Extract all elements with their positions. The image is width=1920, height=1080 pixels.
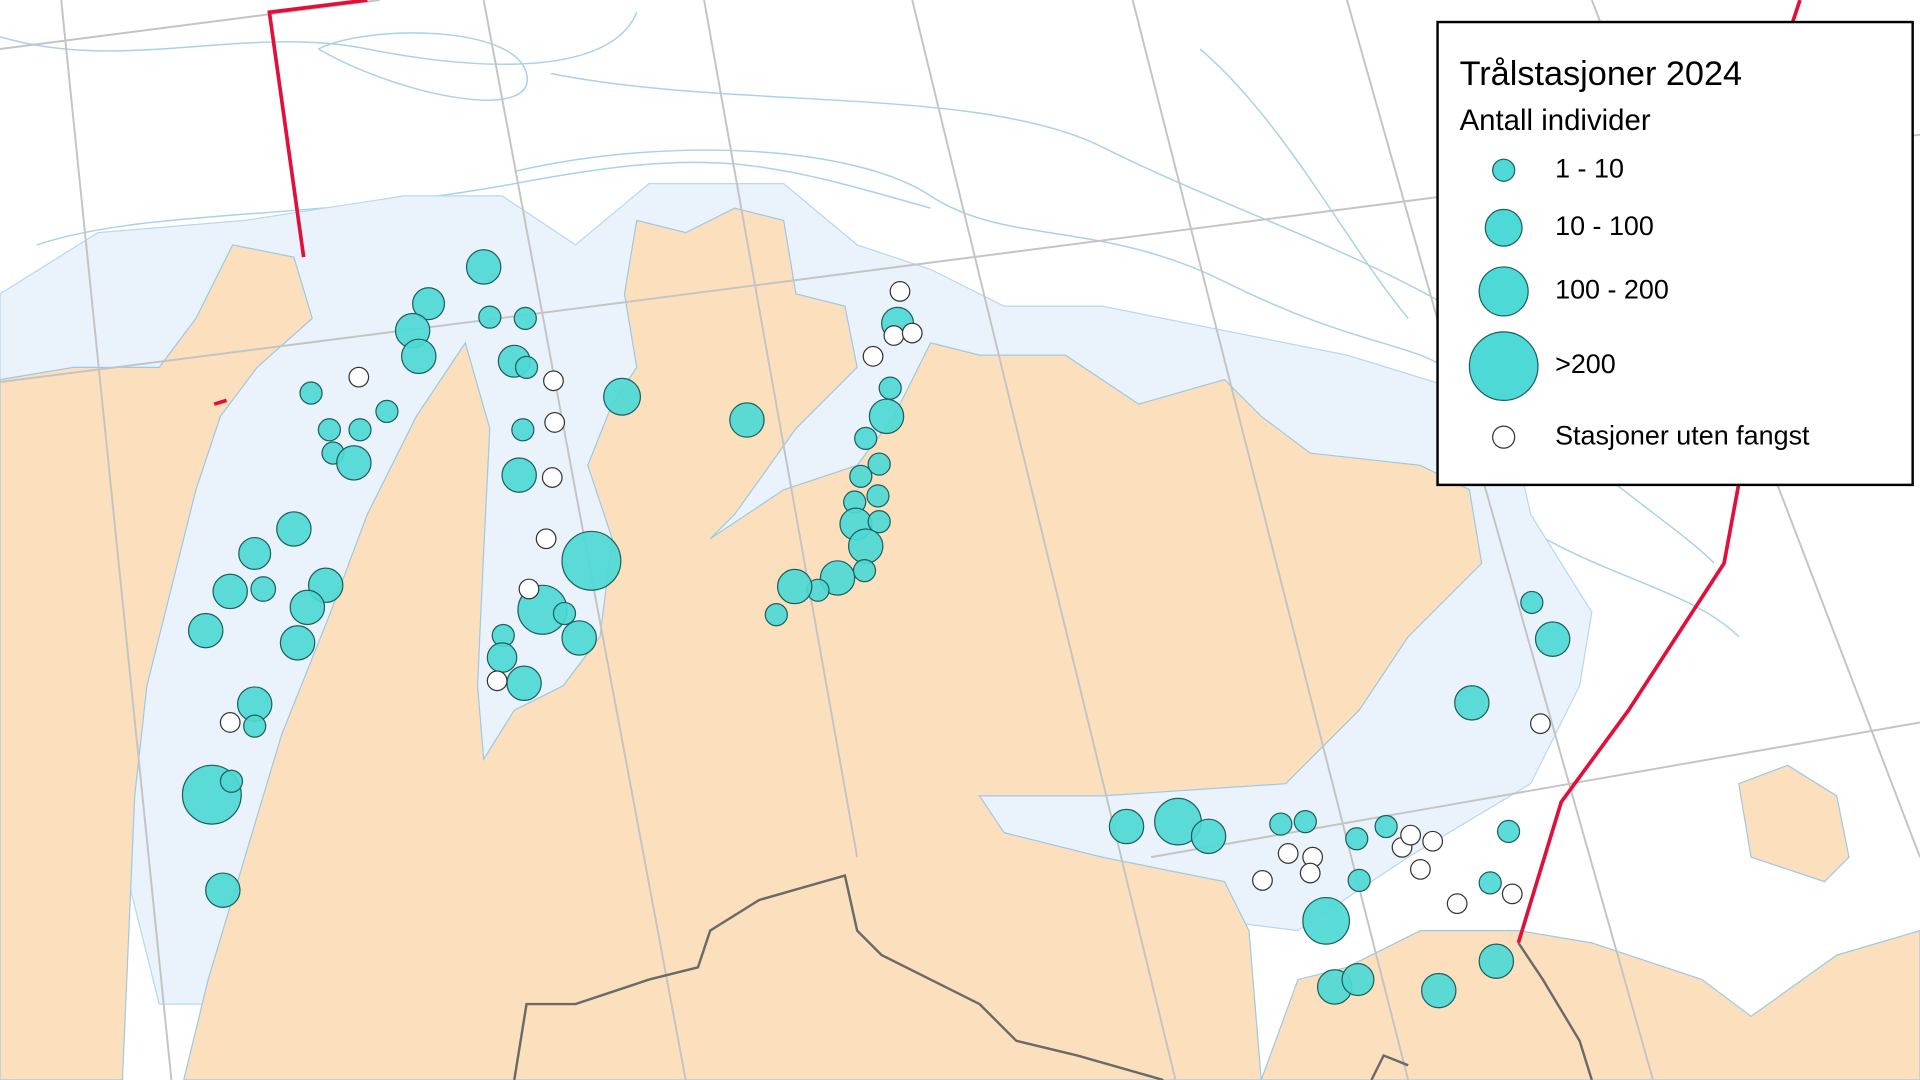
legend-symbol bbox=[1478, 266, 1529, 317]
station bbox=[501, 457, 537, 493]
station bbox=[1496, 819, 1521, 844]
land bbox=[0, 244, 313, 1080]
station bbox=[1400, 824, 1422, 846]
station bbox=[1422, 830, 1444, 852]
station bbox=[212, 573, 248, 610]
station bbox=[187, 612, 224, 649]
station bbox=[1520, 590, 1544, 615]
station bbox=[1190, 818, 1227, 855]
station bbox=[465, 249, 502, 285]
land bbox=[1738, 764, 1850, 883]
station bbox=[511, 418, 535, 442]
station bbox=[243, 714, 267, 738]
station bbox=[729, 402, 765, 438]
legend-label: 100 - 200 bbox=[1555, 275, 1669, 305]
station bbox=[543, 370, 564, 392]
legend-symbol bbox=[1484, 208, 1523, 247]
station bbox=[901, 322, 923, 344]
station bbox=[1108, 808, 1145, 845]
station bbox=[1277, 843, 1299, 864]
station bbox=[535, 528, 557, 550]
station bbox=[1299, 862, 1321, 884]
station bbox=[867, 452, 891, 476]
station bbox=[852, 558, 877, 583]
station bbox=[486, 670, 508, 692]
legend-symbol bbox=[1492, 425, 1516, 449]
station bbox=[348, 366, 370, 388]
station bbox=[866, 484, 890, 508]
legend-subtitle: Antall individer bbox=[1460, 104, 1651, 137]
station bbox=[238, 536, 272, 570]
station bbox=[883, 325, 905, 346]
station bbox=[336, 445, 372, 481]
station bbox=[1534, 621, 1571, 657]
station bbox=[513, 306, 537, 331]
station bbox=[1501, 883, 1523, 905]
station bbox=[348, 418, 372, 442]
legend-label: 1 - 10 bbox=[1555, 153, 1624, 183]
station bbox=[1345, 827, 1369, 851]
stations bbox=[181, 249, 1571, 1009]
station bbox=[854, 426, 878, 451]
station bbox=[1374, 814, 1398, 839]
station bbox=[1347, 868, 1371, 893]
station bbox=[1454, 685, 1490, 721]
station bbox=[544, 412, 566, 433]
station bbox=[862, 345, 884, 367]
legend-label: >200 bbox=[1555, 349, 1616, 379]
station bbox=[250, 576, 277, 602]
station bbox=[847, 528, 884, 564]
station bbox=[1530, 713, 1551, 735]
station bbox=[878, 376, 902, 400]
legend-symbol bbox=[1492, 158, 1516, 182]
station bbox=[1478, 871, 1502, 895]
station bbox=[279, 625, 316, 661]
station bbox=[1478, 943, 1515, 979]
station bbox=[541, 467, 563, 488]
station bbox=[506, 665, 542, 702]
station bbox=[1421, 972, 1457, 1009]
station bbox=[401, 338, 437, 375]
legend-box bbox=[1436, 20, 1914, 487]
station bbox=[889, 281, 911, 302]
station bbox=[1269, 812, 1293, 836]
station bbox=[219, 769, 244, 793]
station bbox=[867, 509, 891, 534]
legend-title: Trålstasjoner 2024 bbox=[1460, 55, 1743, 93]
legend-label: 10 - 100 bbox=[1555, 211, 1654, 241]
station bbox=[561, 620, 597, 656]
station bbox=[486, 642, 518, 673]
station bbox=[1341, 963, 1375, 997]
station bbox=[478, 305, 502, 329]
station bbox=[375, 399, 399, 424]
station bbox=[1302, 896, 1350, 945]
station bbox=[776, 568, 813, 605]
station bbox=[276, 511, 312, 547]
land-border bbox=[513, 873, 1594, 1080]
station bbox=[1410, 858, 1431, 880]
station bbox=[1446, 893, 1468, 915]
legend-label: Stasjoner uten fangst bbox=[1555, 420, 1810, 450]
station bbox=[561, 530, 622, 591]
station bbox=[219, 712, 241, 733]
station bbox=[317, 418, 342, 442]
legend: Trålstasjoner 2024 Antall individer 1 - … bbox=[1436, 20, 1914, 487]
station bbox=[205, 872, 241, 908]
station bbox=[289, 589, 326, 626]
legend-symbol bbox=[1468, 331, 1539, 402]
station bbox=[849, 464, 873, 488]
station bbox=[1252, 870, 1273, 891]
station bbox=[764, 603, 788, 627]
station bbox=[412, 287, 446, 321]
station bbox=[518, 578, 540, 600]
station bbox=[868, 398, 905, 435]
station bbox=[514, 355, 539, 379]
station bbox=[603, 377, 642, 416]
station bbox=[552, 601, 577, 626]
station bbox=[1293, 810, 1317, 834]
station bbox=[299, 381, 323, 405]
